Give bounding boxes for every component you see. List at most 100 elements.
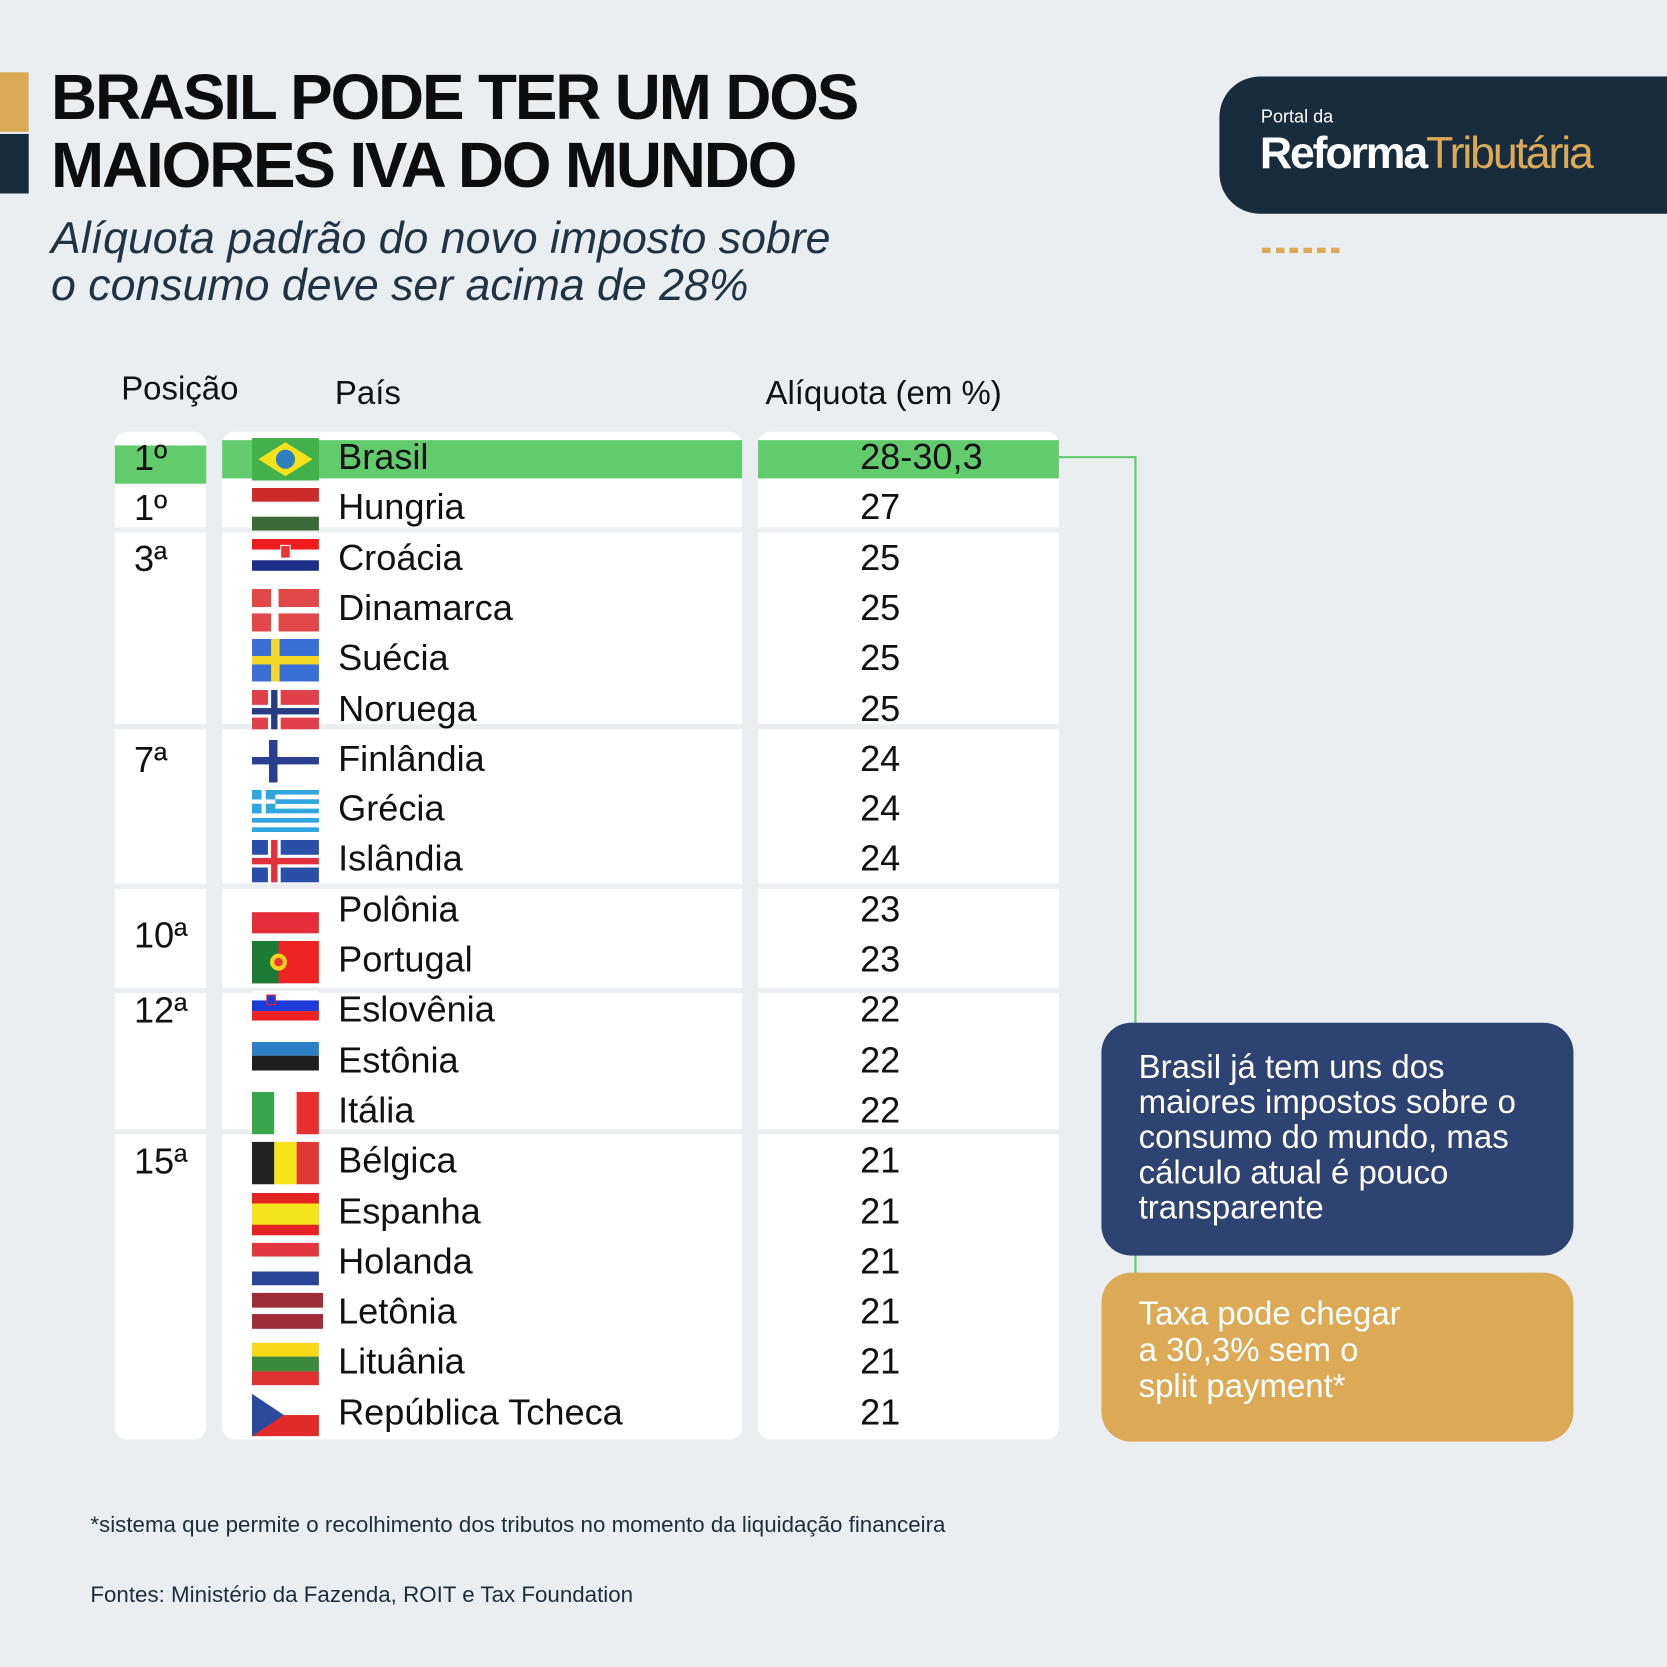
rate-value: 24	[860, 788, 901, 830]
country-name: Suécia	[338, 638, 449, 679]
rate-group-card	[758, 992, 1059, 1130]
accent-bar-gold	[0, 72, 29, 132]
connector-line	[1058, 456, 1136, 459]
finland-flag-icon	[251, 739, 319, 783]
position-group-card	[114, 992, 207, 1130]
position-group-card	[114, 532, 207, 724]
italy-flag-icon	[251, 1091, 319, 1135]
position-label: 1º	[133, 438, 168, 479]
header-rate: Alíquota (em %)	[765, 374, 1002, 412]
country-name: Polônia	[338, 889, 459, 930]
connector-line	[1134, 456, 1137, 1275]
country-name: Holanda	[338, 1241, 473, 1282]
accent-bar-navy	[0, 133, 29, 194]
belgium-flag-icon	[251, 1142, 319, 1185]
rate-group-card	[758, 532, 1059, 724]
iceland-flag-icon	[251, 840, 319, 883]
country-name: Lituânia	[338, 1342, 465, 1383]
czech-flag-icon	[251, 1393, 319, 1436]
position-group-card	[114, 729, 207, 884]
header-position: Posição	[121, 369, 239, 408]
rate-value: 23	[860, 889, 901, 930]
highlight-bar	[758, 440, 1059, 479]
rate-value: 21	[860, 1342, 901, 1383]
position-label: 1º	[133, 488, 168, 529]
slovenia-flag-icon	[251, 991, 319, 1034]
latvia-flag-icon	[251, 1292, 324, 1336]
position-group-card	[114, 888, 207, 988]
rate-value: 25	[860, 537, 901, 578]
page-title: BRASIL PODE TER UM DOS MAIORES IVA DO MUN…	[51, 61, 859, 201]
subtitle: Alíquota padrão do novo imposto sobre o c…	[51, 212, 831, 310]
rate-group-card	[758, 888, 1059, 988]
rate-value: 28-30,3	[860, 436, 983, 478]
country-name: Bélgica	[338, 1140, 457, 1182]
callout-gold: Taxa pode chegar a 30,3% sem o split pay…	[1101, 1272, 1574, 1442]
greece-flag-icon	[251, 790, 319, 833]
rate-value: 27	[860, 487, 901, 528]
rate-value: 21	[860, 1291, 901, 1333]
country-name: Letônia	[338, 1291, 457, 1333]
country-name: Portugal	[338, 939, 473, 981]
portal-logo: Portal da ReformaTributária	[1219, 76, 1667, 254]
logo-small-text: Portal da	[1260, 106, 1334, 127]
country-group-card	[222, 1134, 743, 1440]
rate-value: 24	[860, 738, 901, 780]
rate-value: 25	[860, 587, 901, 629]
country-name: Hungria	[338, 487, 465, 528]
portugal-flag-icon	[251, 940, 319, 984]
country-name: Espanha	[338, 1191, 481, 1232]
highlight-bar	[114, 445, 207, 484]
header-country: País	[334, 374, 401, 412]
hungary-flag-icon	[251, 488, 319, 531]
logo-word-tributaria: Tributária	[1426, 127, 1594, 178]
rate-value: 21	[860, 1392, 901, 1433]
position-group-card	[114, 1134, 207, 1440]
sweden-flag-icon	[251, 639, 319, 682]
rate-value: 22	[860, 1040, 901, 1081]
country-name: República Tcheca	[338, 1392, 623, 1433]
title-line: MAIORES IVA DO MUNDO	[51, 129, 797, 201]
rate-value: 21	[860, 1191, 901, 1232]
country-name: Croácia	[338, 537, 463, 578]
brazil-flag-icon	[251, 438, 319, 481]
norway-flag-icon	[251, 689, 319, 732]
rate-value: 23	[860, 939, 901, 981]
subtitle-line: Alíquota padrão do novo imposto sobre	[51, 212, 831, 263]
country-name: Finlândia	[338, 738, 485, 780]
subtitle-line: o consumo deve ser acima de 28%	[51, 259, 749, 310]
rate-value: 22	[860, 1090, 901, 1132]
position-label: 3ª	[133, 538, 168, 579]
logo-dots	[1261, 247, 1343, 254]
footnote: *sistema que permite o recolhimento dos …	[90, 1512, 946, 1538]
country-name: Itália	[338, 1090, 415, 1132]
rate-value: 21	[860, 1241, 901, 1282]
country-name: Islândia	[338, 839, 463, 880]
country-name: Estônia	[338, 1040, 459, 1081]
rate-value: 25	[860, 688, 901, 729]
logo-wordmark: ReformaTributária	[1259, 127, 1594, 179]
country-name: Dinamarca	[338, 587, 513, 629]
position-label: 12ª	[133, 991, 188, 1032]
estonia-flag-icon	[251, 1041, 319, 1084]
sources: Fontes: Ministério da Fazenda, ROIT e Ta…	[90, 1583, 634, 1608]
lithuania-flag-icon	[251, 1343, 319, 1386]
rate-group-card	[758, 1134, 1059, 1440]
country-name: Eslovênia	[338, 990, 495, 1031]
logo-word-reforma: Reforma	[1259, 127, 1428, 178]
position-label: 10ª	[133, 915, 188, 956]
poland-flag-icon	[251, 890, 319, 934]
position-label: 7ª	[133, 739, 168, 781]
rate-value: 22	[860, 990, 901, 1031]
callout-blue: Brasil já tem uns dos maiores impostos s…	[1101, 1022, 1574, 1256]
title-line: BRASIL PODE TER UM DOS	[51, 61, 859, 133]
rate-value: 21	[860, 1140, 901, 1182]
denmark-flag-icon	[251, 588, 319, 632]
position-label: 15ª	[133, 1142, 188, 1183]
rate-value: 24	[860, 839, 901, 880]
spain-flag-icon	[251, 1192, 319, 1235]
netherlands-flag-icon	[251, 1242, 319, 1286]
country-name: Grécia	[338, 788, 445, 830]
country-name: Brasil	[338, 436, 429, 478]
